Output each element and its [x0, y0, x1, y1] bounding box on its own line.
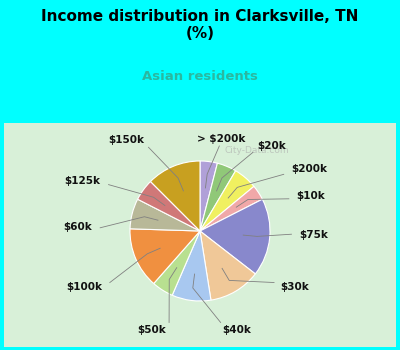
- Wedge shape: [154, 231, 200, 295]
- Text: City-Data.com: City-Data.com: [224, 146, 289, 155]
- Wedge shape: [130, 229, 200, 284]
- Text: $75k: $75k: [299, 230, 328, 239]
- Text: $200k: $200k: [291, 164, 327, 174]
- Wedge shape: [200, 163, 236, 231]
- Wedge shape: [200, 161, 218, 231]
- Text: $150k: $150k: [108, 135, 144, 145]
- Text: $100k: $100k: [66, 282, 102, 292]
- Text: $50k: $50k: [138, 326, 166, 335]
- Text: $30k: $30k: [280, 282, 309, 292]
- Text: Asian residents: Asian residents: [142, 70, 258, 83]
- Text: $125k: $125k: [65, 176, 101, 186]
- Text: > $200k: > $200k: [197, 134, 245, 143]
- Wedge shape: [200, 171, 254, 231]
- Text: Income distribution in Clarksville, TN
(%): Income distribution in Clarksville, TN (…: [41, 9, 359, 41]
- Wedge shape: [138, 182, 200, 231]
- Wedge shape: [130, 199, 200, 231]
- Wedge shape: [200, 231, 255, 300]
- Text: $10k: $10k: [296, 191, 325, 201]
- Text: $60k: $60k: [63, 223, 92, 232]
- Text: $40k: $40k: [222, 326, 251, 335]
- Wedge shape: [200, 199, 270, 274]
- Bar: [4, 122, 396, 346]
- Wedge shape: [172, 231, 211, 301]
- Wedge shape: [200, 187, 262, 231]
- Text: $20k: $20k: [258, 141, 286, 150]
- Wedge shape: [150, 161, 200, 231]
